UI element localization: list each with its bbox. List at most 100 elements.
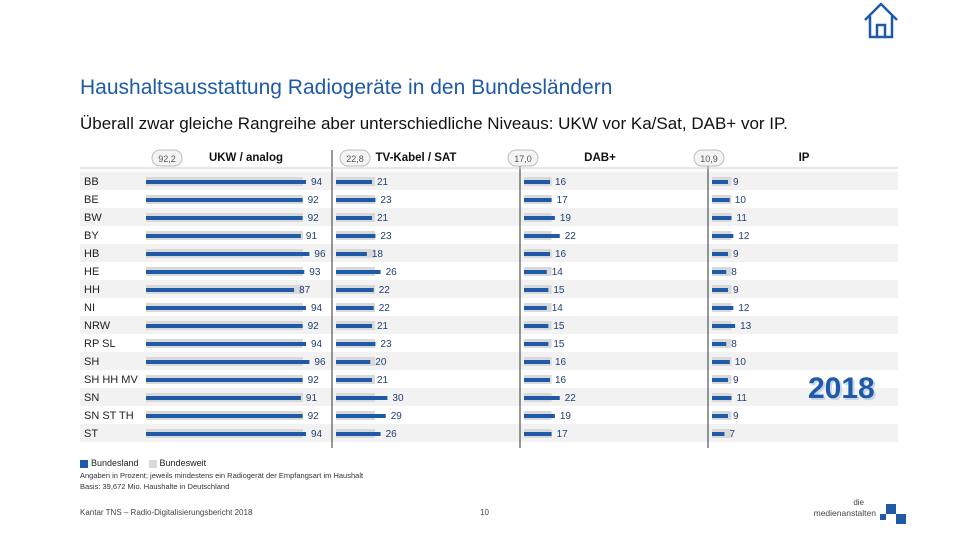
value-label: 21 <box>377 177 389 188</box>
value-label: 9 <box>733 285 739 296</box>
category-label: RP SL <box>84 338 116 350</box>
value-label: 22 <box>379 285 391 296</box>
category-label: BB <box>84 176 99 188</box>
value-label: 94 <box>311 339 323 350</box>
page-subtitle: Überall zwar gleiche Rangreihe aber unte… <box>80 114 788 133</box>
bundesland-bar <box>146 234 301 238</box>
bundesland-bar <box>524 306 547 310</box>
bundesland-bar <box>712 414 728 418</box>
bundesland-bar <box>336 324 372 328</box>
value-label: 11 <box>737 393 748 404</box>
bundesland-bar <box>712 342 727 346</box>
bundesland-bar <box>336 378 372 382</box>
bundesland-bar <box>336 396 388 400</box>
category-label: SN <box>84 392 99 404</box>
bundesland-bar <box>146 306 306 310</box>
value-label: 22 <box>565 393 577 404</box>
value-label: 15 <box>553 285 565 296</box>
bundesland-bar <box>336 234 376 238</box>
bundesland-bar <box>336 432 381 436</box>
bundesland-bar <box>524 342 549 346</box>
value-label: 23 <box>380 339 392 350</box>
bundesland-bar <box>524 252 550 256</box>
bundesland-bar <box>336 306 374 310</box>
value-label: 91 <box>306 231 318 242</box>
bundesland-bar <box>336 180 372 184</box>
value-label: 9 <box>733 375 739 386</box>
bundesland-bar <box>146 270 305 274</box>
value-label: 11 <box>737 213 748 224</box>
value-label: 16 <box>555 177 567 188</box>
value-label: 17 <box>557 195 569 206</box>
category-label: HB <box>84 248 99 260</box>
value-label: 21 <box>377 321 389 332</box>
bundesland-bar <box>146 216 303 220</box>
panel-title: IP <box>799 152 810 164</box>
panel-title: TV-Kabel / SAT <box>376 152 457 164</box>
value-label: 92 <box>308 213 320 224</box>
legend: Bundesland Bundesweit <box>80 458 206 468</box>
value-label: 30 <box>392 393 404 404</box>
value-label: 94 <box>311 177 323 188</box>
value-label: 14 <box>552 303 564 314</box>
bundesland-bar <box>524 288 549 292</box>
panel-title: UKW / analog <box>209 152 283 164</box>
value-label: 92 <box>308 375 320 386</box>
bundesland-bar <box>524 324 549 328</box>
category-label: NI <box>84 302 95 314</box>
bundesland-bar <box>712 270 727 274</box>
bundesland-bar <box>146 288 295 292</box>
value-label: 23 <box>380 231 392 242</box>
value-label: 16 <box>555 249 567 260</box>
bundesland-bar <box>146 342 306 346</box>
value-label: 92 <box>308 195 320 206</box>
bundesland-bar <box>336 270 381 274</box>
value-label: 9 <box>733 249 739 260</box>
value-label: 96 <box>314 249 326 260</box>
bundesland-bar <box>336 360 371 364</box>
year-badge: 2018 <box>808 372 875 405</box>
value-label: 15 <box>553 339 565 350</box>
bundesland-bar <box>712 288 728 292</box>
bundesland-bar <box>712 198 730 202</box>
bundesland-bar <box>146 180 306 184</box>
bundesland-bar <box>524 216 555 220</box>
home-icon[interactable] <box>861 0 901 40</box>
bundesland-bar <box>712 180 728 184</box>
bundesland-bar <box>712 378 728 382</box>
value-label: 22 <box>565 231 577 242</box>
bundesland-bar <box>146 252 310 256</box>
brand-name: medienanstalten <box>813 508 876 518</box>
bundesland-bar <box>712 306 734 310</box>
value-label: 20 <box>375 357 387 368</box>
value-label: 14 <box>552 267 564 278</box>
value-label: 10 <box>735 357 747 368</box>
value-label: 26 <box>386 429 398 440</box>
bundesland-bar <box>146 396 301 400</box>
value-label: 19 <box>560 213 572 224</box>
value-label: 92 <box>308 321 320 332</box>
bundesland-bar <box>524 414 555 418</box>
value-label: 10 <box>735 195 747 206</box>
panel-title: DAB+ <box>584 152 616 164</box>
bundesland-bar <box>712 432 725 436</box>
bundesland-bar <box>712 360 730 364</box>
value-label: 18 <box>372 249 384 260</box>
value-label: 87 <box>299 285 311 296</box>
national-average-bubble <box>693 149 725 167</box>
value-label: 94 <box>311 429 323 440</box>
bundesland-bar <box>524 180 550 184</box>
legend-item-bundesland: Bundesland <box>80 458 139 468</box>
bundesland-bar <box>524 270 547 274</box>
category-label: BY <box>84 230 99 242</box>
bundesland-bar <box>524 198 552 202</box>
national-average-bubble <box>339 149 371 167</box>
value-label: 16 <box>555 357 567 368</box>
value-label: 26 <box>386 267 398 278</box>
bundesland-bar <box>146 198 303 202</box>
value-label: 94 <box>311 303 323 314</box>
value-label: 23 <box>380 195 392 206</box>
value-label: 93 <box>309 267 321 278</box>
value-label: 9 <box>733 411 739 422</box>
bundesland-bar <box>336 342 376 346</box>
